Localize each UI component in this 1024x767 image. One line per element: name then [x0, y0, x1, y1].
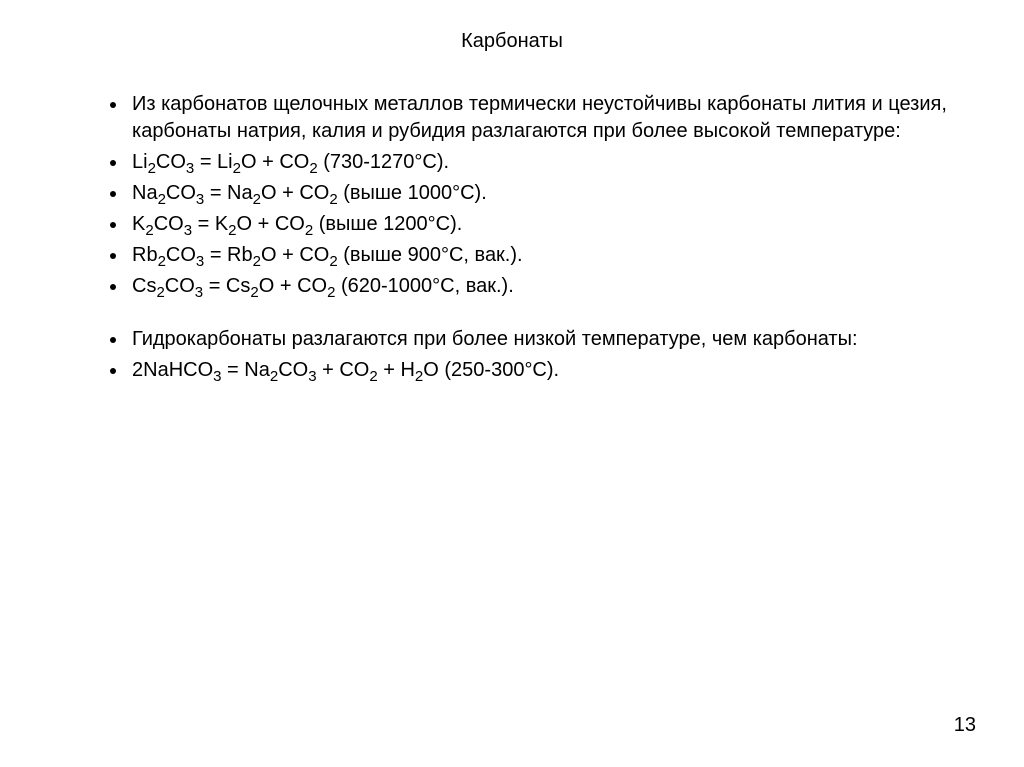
list-item: 2NaHCO3 = Na2CO3 + CO2 + H2O (250-300°С)… — [128, 357, 964, 384]
list-item: Гидрокарбонаты разлагаются при более низ… — [128, 326, 964, 353]
list-item: Cs2CO3 = Cs2O + CO2 (620-1000°С, вак.). — [128, 273, 964, 300]
list-item: K2CO3 = K2O + CO2 (выше 1200°С). — [128, 211, 964, 238]
list-item: Na2CO3 = Na2O + CO2 (выше 1000°С). — [128, 180, 964, 207]
list-item: Rb2CO3 = Rb2O + CO2 (выше 900°С, вак.). — [128, 242, 964, 269]
slide-title: Карбонаты — [60, 30, 964, 53]
list-item: Li2CO3 = Li2O + CO2 (730-1270°С). — [128, 149, 964, 176]
page-number: 13 — [954, 714, 976, 737]
list-item: Из карбонатов щелочных металлов термичес… — [128, 91, 964, 145]
bullet-list: Из карбонатов щелочных металлов термичес… — [60, 91, 964, 384]
slide: Карбонаты Из карбонатов щелочных металло… — [0, 0, 1024, 767]
